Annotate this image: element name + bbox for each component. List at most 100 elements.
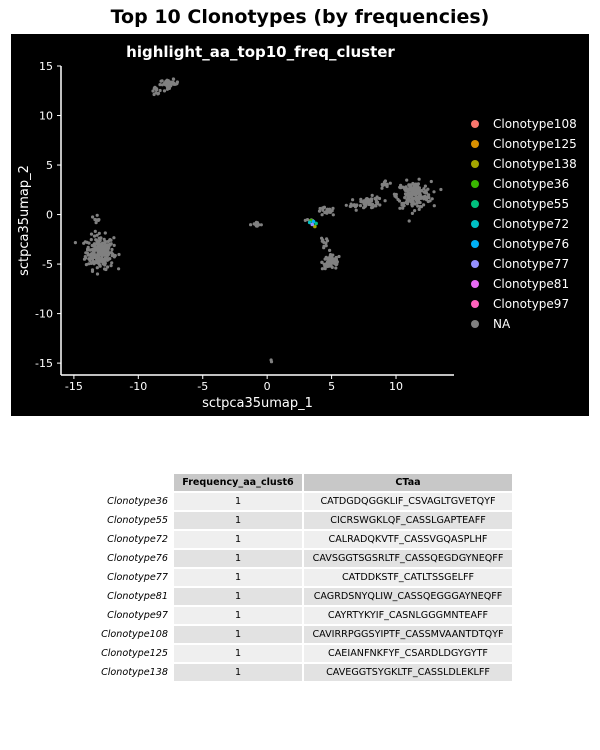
data-point-na [84, 263, 88, 267]
data-point-na [407, 188, 411, 192]
data-point-na [112, 243, 116, 247]
data-point-na [269, 358, 273, 362]
legend-color-dot [471, 260, 479, 268]
data-point-na [91, 215, 95, 219]
legend-label: Clonotype138 [493, 157, 577, 171]
y-tick-label: 10 [39, 110, 53, 123]
data-point-na [154, 88, 159, 92]
data-point-na [158, 83, 162, 87]
legend-item: Clonotype55 [469, 194, 589, 214]
data-point-na [429, 179, 433, 184]
data-point-na [411, 201, 415, 205]
data-point-na [410, 211, 414, 215]
data-point-na [102, 246, 106, 250]
row-frequency-cell: 1 [174, 645, 302, 662]
data-point-na [106, 265, 110, 269]
data-point-na [256, 223, 261, 227]
data-point-na [405, 198, 409, 202]
data-point-na [388, 181, 392, 185]
legend-label: Clonotype77 [493, 257, 570, 271]
data-point-na [415, 201, 419, 205]
data-point-na [83, 256, 88, 260]
data-point-na [359, 197, 363, 201]
data-point-na [423, 184, 427, 188]
legend-label: Clonotype125 [493, 137, 577, 151]
row-clonotype-name: Clonotype72 [107, 534, 168, 545]
data-point-na [397, 199, 402, 203]
data-point-na [328, 248, 332, 252]
row-clonotype-name: Clonotype125 [101, 648, 168, 659]
data-point-na [403, 192, 408, 196]
data-point-na [421, 195, 425, 199]
row-ctaa-cell: CAVSGGTSGSRLTF_CASSQEGDGYNEQFF [304, 550, 512, 567]
data-point-na [100, 256, 104, 260]
data-point-na [322, 246, 326, 250]
data-point-na [95, 213, 99, 217]
data-point-na [175, 82, 179, 86]
row-frequency-cell: 1 [174, 569, 302, 586]
y-tick-label: -5 [42, 258, 53, 271]
data-point-na [425, 195, 430, 199]
legend-color-dot [471, 120, 479, 128]
legend-color-dot [471, 140, 479, 148]
table-body: Clonotype36 1 CATDGDQGGKLIF_CSVAGLTGVETQYF… [62, 493, 512, 681]
row-clonotype-name: Clonotype108 [101, 629, 168, 640]
row-ctaa-cell: CALRADQKVTF_CASSVGQASPLHF [304, 531, 512, 548]
row-clonotype-name: Clonotype81 [107, 591, 168, 602]
data-point-na [159, 79, 163, 83]
data-point-na [401, 201, 406, 205]
row-frequency-cell: 1 [174, 531, 302, 548]
table-header-row: Frequency_aa_clust6 CTaa [62, 474, 512, 491]
data-point-na [165, 87, 169, 91]
legend-label: Clonotype108 [493, 117, 577, 131]
row-ctaa-cell: CAEIANFNKFYF_CSARDLDGYGYTF [304, 645, 512, 662]
data-point-na [360, 200, 364, 204]
data-point-na [432, 204, 436, 208]
data-point-na [103, 231, 107, 235]
data-point-na [109, 264, 113, 268]
data-point-na [326, 257, 331, 262]
row-ctaa-cell: CAVIRRPGGSYIPTF_CASSMVAANTDTQYF [304, 626, 512, 643]
y-axis-label: sctpca35umap_2 [17, 165, 32, 276]
data-point-na [86, 247, 90, 251]
data-point-na [410, 194, 414, 198]
data-point-na [91, 254, 95, 258]
table-row: Clonotype77 1 CATDDKSTF_CATLTSSGELFF [62, 569, 512, 586]
y-tick-label: -10 [35, 308, 53, 321]
data-point-na [406, 191, 410, 195]
data-point-clonotype77 [310, 222, 315, 227]
row-ctaa-cell: CAGRDSNYQLIW_CASSQEGGGAYNEQFF [304, 588, 512, 605]
data-point-na [416, 184, 420, 188]
data-point-na [90, 269, 95, 273]
data-point-na [325, 239, 330, 243]
data-point-na [401, 206, 405, 210]
legend-label: Clonotype97 [493, 297, 570, 311]
y-tick-label: 0 [46, 209, 53, 222]
data-point-na [92, 244, 96, 248]
legend-item: Clonotype108 [469, 114, 589, 134]
data-point-na [103, 253, 107, 257]
data-point-na [102, 241, 106, 245]
table-row: Clonotype138 1 CAVEGGTSYGKLTF_CASSLDLEKLFF [62, 664, 512, 681]
y-tick-label: -15 [35, 357, 53, 370]
data-point-na [424, 191, 429, 195]
umap-scatter-plot: highlight_aa_top10_freq_cluster -15 -10 -5 0… [17, 43, 454, 411]
legend-color-dot [471, 280, 479, 288]
data-point-na [172, 81, 176, 85]
row-ctaa-cell: CAYRTYKYIF_CASNLGGGMNTEAFF [304, 607, 512, 624]
legend-item: Clonotype125 [469, 134, 589, 154]
data-point-na [104, 267, 108, 272]
data-point-na [151, 89, 155, 93]
data-point-na [103, 249, 107, 253]
data-point-na [417, 177, 421, 181]
x-tick-label: -5 [197, 380, 208, 393]
data-point-na [417, 191, 421, 195]
data-point-na [318, 206, 322, 211]
data-point-na [103, 263, 107, 267]
data-point-na [156, 91, 161, 95]
data-point-na [380, 186, 384, 190]
data-point-na [414, 198, 418, 202]
data-point-clonotype138 [313, 224, 317, 229]
row-frequency-cell: 1 [174, 626, 302, 643]
